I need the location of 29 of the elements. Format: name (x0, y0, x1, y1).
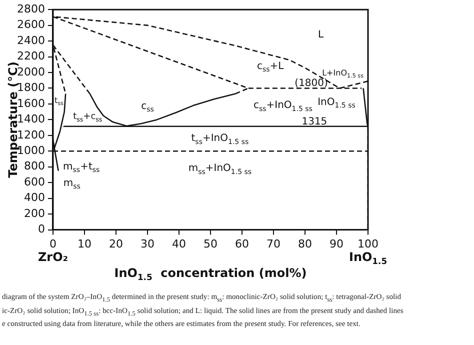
x-tick-label: 90 (330, 237, 344, 250)
x-tick-label: 30 (140, 237, 154, 250)
y-tick-label: 2600 (16, 18, 45, 32)
y-tick-label: 1800 (16, 81, 45, 94)
annotation: 1315 (302, 116, 328, 128)
y-tick-label: 1400 (16, 112, 45, 126)
y-tick-label: 800 (24, 160, 45, 173)
y-tick-label: 200 (24, 206, 45, 220)
x-tick-label: 40 (172, 237, 186, 250)
y-tick-label: 2200 (16, 50, 45, 63)
y-tick-label: 0 (38, 222, 45, 236)
y-tick-label: 400 (24, 191, 45, 204)
y-tick-label: 1600 (16, 96, 45, 110)
x-tick-label: 20 (108, 237, 123, 250)
y-tick-label: 1200 (16, 128, 45, 142)
text: ZrO₂ (38, 250, 68, 264)
x-tick-label: 10 (77, 237, 92, 250)
y-tick-label: 1000 (16, 144, 45, 158)
x-tick-label: 0 (49, 237, 56, 250)
y-tick-label: 600 (24, 175, 45, 188)
x-tick-label: 100 (358, 237, 378, 250)
x-tick-label: 80 (298, 237, 312, 250)
x-tick-label: 60 (235, 237, 249, 250)
x-tick-label: 50 (203, 237, 218, 250)
y-tick-label: 2800 (16, 2, 45, 16)
y-tick-label: 2400 (16, 34, 45, 47)
annotation: L (318, 29, 324, 40)
annotation: (1800) (294, 78, 328, 90)
x-tick-label: 70 (266, 237, 280, 250)
